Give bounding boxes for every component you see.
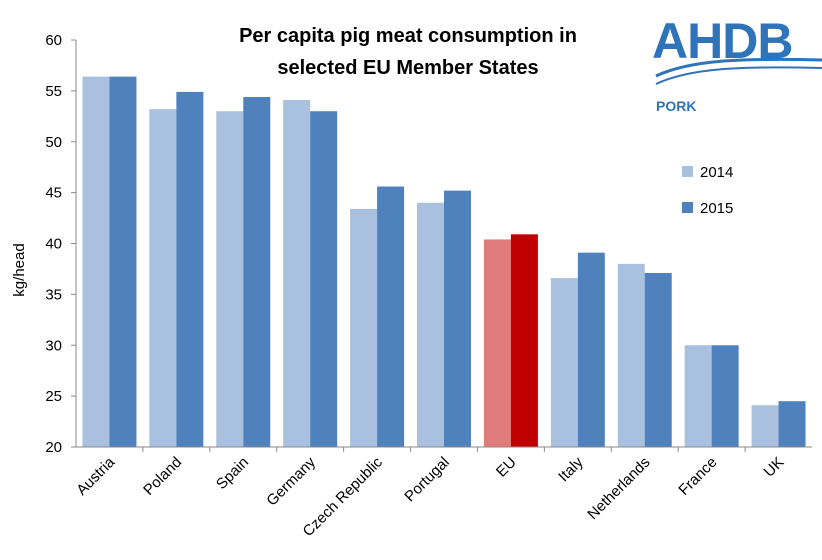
x-tick-label: Netherlands bbox=[584, 454, 653, 523]
logo-swoosh bbox=[655, 57, 822, 78]
y-tick-label: 25 bbox=[45, 388, 62, 405]
bar-italy-2015 bbox=[577, 252, 605, 447]
y-tick-label: 30 bbox=[45, 337, 62, 354]
logo-subtext: PORK bbox=[656, 98, 696, 114]
y-tick-label: 55 bbox=[45, 83, 62, 100]
bar-uk-2015 bbox=[778, 401, 806, 447]
bar-eu-2015 bbox=[510, 234, 538, 447]
logo-swoosh-2 bbox=[655, 66, 822, 85]
legend-swatch-2014 bbox=[682, 166, 693, 177]
bar-portugal-2015 bbox=[444, 190, 471, 447]
x-tick-label: Poland bbox=[140, 454, 185, 499]
bar-czech-republic-2014 bbox=[350, 208, 378, 447]
y-tick-label: 20 bbox=[45, 439, 62, 456]
legend: 2014 2015 bbox=[682, 164, 733, 217]
legend-label-2014: 2014 bbox=[700, 164, 733, 181]
x-tick-label: Italy bbox=[555, 453, 587, 485]
bar-germany-2015 bbox=[310, 111, 338, 447]
bar-netherlands-2015 bbox=[644, 273, 672, 447]
y-axis-label: kg/head bbox=[11, 243, 28, 296]
chart-title-line-2: selected EU Member States bbox=[277, 57, 538, 79]
bar-spain-2014 bbox=[216, 111, 244, 447]
y-tick-label: 45 bbox=[45, 185, 62, 202]
y-tick-label: 60 bbox=[45, 32, 62, 49]
x-tick-label: Germany bbox=[263, 453, 319, 509]
legend-swatch-2015 bbox=[682, 202, 693, 213]
bar-france-2015 bbox=[711, 345, 739, 447]
bar-portugal-2014 bbox=[417, 202, 444, 447]
bar-poland-2015 bbox=[176, 91, 204, 447]
bar-germany-2014 bbox=[283, 100, 311, 447]
y-tick-label: 35 bbox=[45, 286, 62, 303]
bar-spain-2015 bbox=[243, 96, 271, 447]
x-tick-label: UK bbox=[761, 454, 788, 481]
x-tick-label: Austria bbox=[73, 453, 118, 498]
chart-title: Per capita pig meat consumption in selec… bbox=[239, 25, 577, 79]
bar-italy-2014 bbox=[550, 278, 578, 447]
bar-netherlands-2014 bbox=[617, 263, 645, 447]
bar-austria-2014 bbox=[82, 76, 110, 447]
bars bbox=[82, 76, 806, 447]
x-tick-label: Portugal bbox=[401, 454, 453, 506]
bar-france-2014 bbox=[684, 345, 712, 447]
x-tick-label: France bbox=[675, 454, 720, 499]
chart-title-line-1: Per capita pig meat consumption in bbox=[239, 25, 577, 47]
bar-austria-2015 bbox=[109, 76, 137, 447]
ahdb-logo: AHDB PORK bbox=[652, 13, 822, 114]
y-axis: 20 25 30 35 40 45 50 55 60 bbox=[45, 32, 77, 456]
bar-czech-republic-2015 bbox=[377, 186, 405, 447]
y-tick-label: 50 bbox=[45, 134, 62, 151]
bar-eu-2014 bbox=[483, 239, 511, 447]
legend-label-2015: 2015 bbox=[700, 200, 733, 217]
x-tick-label: Spain bbox=[213, 454, 252, 493]
x-tick-label: EU bbox=[493, 454, 520, 481]
y-tick-label: 40 bbox=[45, 236, 62, 253]
bar-poland-2014 bbox=[149, 109, 177, 447]
bar-uk-2014 bbox=[751, 405, 779, 447]
